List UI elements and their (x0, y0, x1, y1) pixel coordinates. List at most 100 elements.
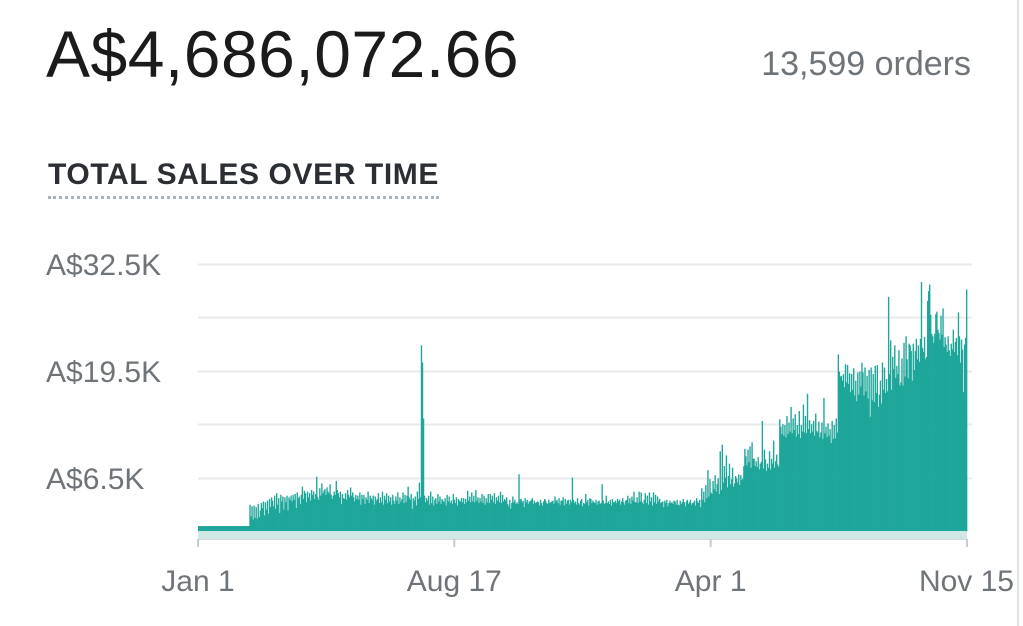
sales-bar[interactable] (922, 351, 925, 531)
sales-bar[interactable] (345, 499, 348, 531)
sales-bar[interactable] (870, 367, 872, 531)
sales-bar[interactable] (418, 482, 421, 531)
sales-bar[interactable] (348, 497, 351, 531)
sales-bar[interactable] (640, 492, 642, 531)
sales-bar[interactable] (632, 500, 634, 531)
sales-bar[interactable] (846, 365, 849, 531)
sales-bar[interactable] (945, 344, 947, 531)
sales-bar[interactable] (547, 503, 549, 531)
sales-bar[interactable] (434, 499, 436, 531)
sales-bar[interactable] (198, 526, 200, 531)
sales-bar[interactable] (365, 497, 367, 531)
sales-bar[interactable] (557, 503, 559, 531)
sales-bar[interactable] (671, 502, 673, 531)
sales-bar[interactable] (241, 526, 243, 531)
sales-bar[interactable] (341, 494, 344, 531)
sales-bar[interactable] (391, 504, 393, 531)
sales-bar[interactable] (456, 505, 459, 531)
sales-bar[interactable] (402, 492, 404, 531)
sales-bar[interactable] (809, 433, 812, 531)
sales-bar[interactable] (610, 505, 613, 531)
sales-bar[interactable] (210, 526, 212, 531)
sales-bar[interactable] (228, 526, 231, 531)
sales-bar[interactable] (353, 497, 355, 531)
sales-bar[interactable] (530, 499, 533, 531)
sales-bar[interactable] (862, 372, 864, 531)
sales-bar[interactable] (760, 461, 763, 531)
sales-bar[interactable] (298, 496, 300, 532)
sales-bar[interactable] (346, 489, 349, 531)
sales-bar[interactable] (507, 503, 509, 531)
sales-bar[interactable] (565, 503, 567, 531)
sales-bar[interactable] (224, 526, 227, 531)
sales-bar[interactable] (884, 392, 887, 531)
sales-bar[interactable] (293, 499, 295, 531)
sales-bar[interactable] (580, 498, 583, 531)
sales-bar[interactable] (352, 492, 354, 531)
sales-bar[interactable] (825, 426, 827, 531)
sales-bar[interactable] (379, 497, 382, 531)
sales-bar[interactable] (790, 406, 792, 531)
sales-bar[interactable] (263, 515, 266, 531)
sales-bar[interactable] (753, 458, 755, 531)
sales-bar[interactable] (496, 500, 499, 531)
sales-bar[interactable] (855, 380, 857, 531)
sales-bar[interactable] (674, 501, 676, 531)
sales-bar[interactable] (306, 491, 309, 531)
sales-bar[interactable] (658, 498, 661, 531)
sales-bar[interactable] (294, 494, 296, 531)
sales-bar[interactable] (209, 526, 211, 531)
sales-bar[interactable] (217, 526, 219, 531)
sales-bar[interactable] (679, 500, 681, 531)
sales-bar[interactable] (513, 502, 515, 531)
sales-bar[interactable] (551, 501, 553, 531)
sales-bar[interactable] (888, 374, 891, 531)
sales-bar[interactable] (793, 429, 795, 531)
sales-bar[interactable] (204, 526, 206, 531)
sales-bar[interactable] (670, 503, 672, 531)
sales-bar[interactable] (393, 500, 395, 531)
sales-bar[interactable] (731, 467, 734, 531)
sales-bar[interactable] (523, 507, 525, 531)
sales-bar[interactable] (279, 512, 281, 531)
sales-bar[interactable] (223, 526, 226, 531)
sales-bar[interactable] (577, 503, 580, 531)
sales-bar[interactable] (758, 469, 760, 531)
sales-bar[interactable] (243, 526, 245, 531)
sales-bar[interactable] (325, 494, 327, 531)
sales-bar[interactable] (739, 484, 741, 531)
sales-bar[interactable] (629, 498, 631, 531)
sales-bar[interactable] (680, 503, 682, 531)
sales-bar[interactable] (574, 501, 577, 531)
sales-bar[interactable] (915, 338, 918, 531)
sales-bar[interactable] (400, 501, 402, 531)
sales-bar[interactable] (872, 374, 874, 531)
sales-bar[interactable] (270, 497, 273, 531)
sales-bar[interactable] (628, 503, 630, 531)
sales-bar[interactable] (442, 500, 444, 531)
sales-bar[interactable] (435, 498, 437, 531)
sales-bar[interactable] (748, 461, 750, 531)
sales-bar[interactable] (517, 503, 519, 531)
sales-bar[interactable] (700, 507, 702, 531)
sales-bar[interactable] (821, 422, 823, 531)
sales-bar[interactable] (591, 503, 593, 531)
sales-bar[interactable] (380, 502, 383, 531)
sales-bar[interactable] (673, 500, 675, 531)
sales-bar[interactable] (955, 337, 958, 531)
sales-bar[interactable] (433, 505, 435, 531)
sales-bar[interactable] (423, 495, 426, 531)
sales-bar[interactable] (691, 503, 694, 531)
sales-bar[interactable] (396, 500, 398, 531)
sales-bar[interactable] (768, 451, 771, 531)
sales-bar[interactable] (943, 346, 945, 531)
sales-bar[interactable] (251, 506, 253, 531)
sales-bar[interactable] (287, 510, 289, 531)
sales-bar[interactable] (575, 504, 578, 531)
sales-bar[interactable] (464, 498, 467, 531)
sales-bar[interactable] (944, 337, 946, 531)
sales-bar[interactable] (921, 347, 924, 531)
sales-bar[interactable] (684, 506, 687, 531)
sales-bar[interactable] (566, 500, 568, 531)
sales-bar[interactable] (257, 503, 259, 531)
